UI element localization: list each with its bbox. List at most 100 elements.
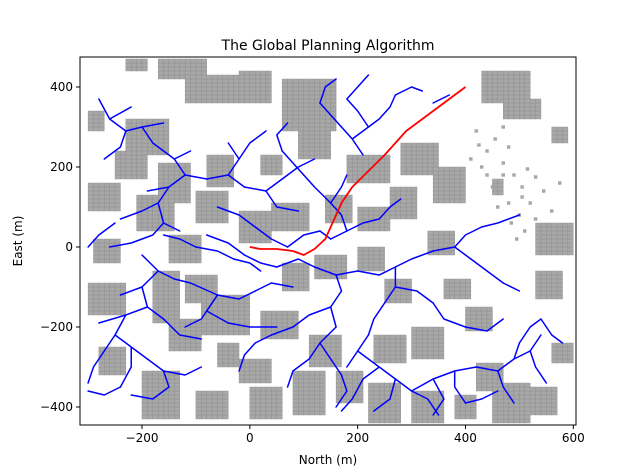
tree-branch: [265, 190, 300, 212]
tree-branch: [276, 258, 316, 268]
obstacle-block: [249, 386, 283, 420]
obstacle-block: [87, 182, 121, 212]
obstacle-block: [465, 306, 493, 332]
tree-branch: [480, 214, 521, 228]
obstacle-block: [529, 386, 558, 416]
tree-branch: [394, 86, 424, 96]
obstacle-block: [93, 238, 121, 264]
clutter-point: [480, 165, 484, 169]
obstacle-block: [476, 362, 504, 392]
tree-branch: [378, 198, 402, 220]
tree-branch: [276, 122, 289, 152]
y-axis-label: East (m): [11, 216, 25, 267]
clutter-layer: [469, 125, 562, 241]
obstacle-block: [492, 178, 504, 196]
x-tick-label: 0: [246, 431, 254, 445]
y-tick-label: −200: [40, 320, 73, 334]
tree-branch: [470, 258, 504, 284]
x-tick-label: −200: [126, 431, 159, 445]
clutter-point: [550, 209, 554, 213]
clutter-point: [528, 201, 532, 205]
obstacle-block: [281, 78, 337, 132]
clutter-point: [506, 201, 511, 205]
clutter-point: [533, 175, 538, 179]
tree-branch: [313, 266, 380, 276]
tree-branch: [108, 222, 165, 248]
obstacle-block: [400, 142, 439, 176]
obstacle-block: [357, 206, 391, 232]
obstacle-block: [260, 154, 283, 176]
tree-branch: [119, 186, 170, 220]
tree-branch: [518, 318, 542, 344]
obstacle-block: [238, 358, 272, 384]
clutter-point: [469, 157, 473, 161]
x-tick-label: 200: [346, 431, 369, 445]
y-tick-label: 0: [65, 240, 73, 254]
tree-branch: [464, 390, 499, 404]
tree-branch: [529, 350, 548, 384]
tree-branch: [319, 230, 332, 240]
tree-branch: [432, 302, 467, 328]
obstacle-block: [389, 186, 418, 220]
tree-branch: [432, 378, 445, 416]
tree-branch: [232, 258, 262, 272]
clutter-point: [493, 137, 497, 141]
tree-branch: [184, 294, 219, 328]
tree-branch: [410, 390, 440, 416]
clutter-point: [501, 125, 505, 129]
x-axis-label: North (m): [299, 453, 357, 467]
obstacle-block: [443, 278, 472, 300]
tree-branch: [162, 318, 203, 340]
tree-branch: [162, 366, 203, 376]
x-tick-label: 600: [562, 431, 585, 445]
tree-branch: [453, 226, 483, 248]
tree-branch: [410, 366, 478, 392]
obstacle-block: [551, 342, 574, 364]
clutter-point: [512, 173, 516, 177]
tree-branch: [216, 290, 256, 300]
tree-branch: [502, 282, 521, 292]
tree-branch: [335, 374, 348, 408]
obstacle-block: [314, 254, 348, 280]
obstacle-block: [260, 310, 299, 340]
tree-branch: [87, 222, 116, 248]
obstacle-block: [168, 234, 202, 264]
clutter-point: [474, 129, 478, 133]
clutter-point: [506, 145, 511, 149]
planned-path: [249, 86, 467, 256]
tree-branch: [329, 218, 380, 240]
y-tick-label: 400: [50, 80, 73, 94]
clutter-point: [509, 221, 513, 225]
tree-branch: [254, 226, 289, 248]
tree-branch: [173, 278, 219, 296]
tree-branch: [254, 326, 294, 344]
obstacle-block: [432, 166, 466, 204]
x-axis: −200 0 200 400 600: [126, 425, 585, 445]
obstacle-block: [125, 58, 148, 72]
obstacle-block: [503, 98, 542, 120]
clutter-point: [523, 229, 527, 233]
clutter-point: [533, 217, 538, 221]
tree-branch: [103, 130, 127, 160]
tree-branch: [464, 318, 504, 332]
obstacle-block: [238, 210, 272, 244]
tree-branch: [238, 130, 267, 160]
tree-branch: [378, 94, 397, 120]
tree-branch: [119, 346, 132, 388]
clutter-point: [525, 167, 530, 171]
tree-branch: [292, 306, 332, 328]
obstacle-block: [481, 70, 531, 104]
tree-branch: [286, 358, 310, 388]
tree-branch: [238, 342, 256, 372]
tree-branch: [340, 366, 380, 412]
obstacle-block: [535, 270, 563, 300]
obstacle-block: [346, 154, 391, 184]
chart-title: The Global Planning Algorithm: [221, 38, 435, 54]
clutter-point: [501, 161, 505, 165]
obstacle-block: [206, 154, 234, 188]
obstacle-block: [184, 74, 240, 104]
obstacle-block: [195, 190, 229, 224]
tree-branch: [394, 286, 434, 304]
clutter-point: [485, 173, 489, 177]
